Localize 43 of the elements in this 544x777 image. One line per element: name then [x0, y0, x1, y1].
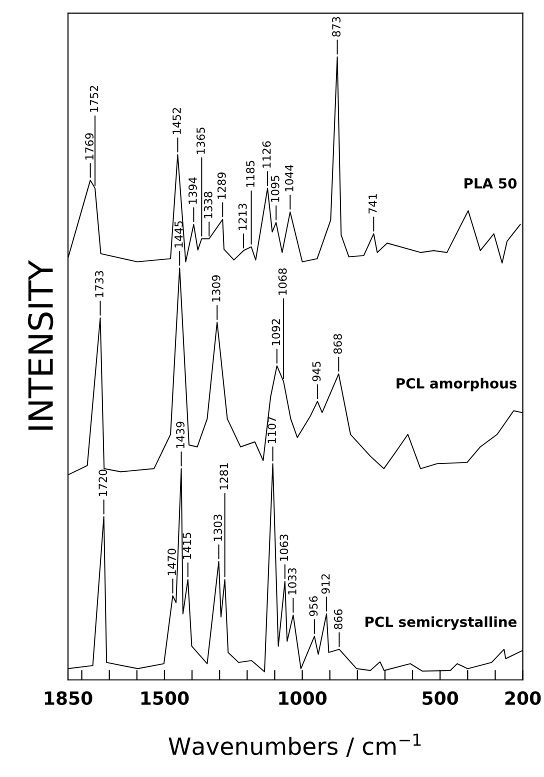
annotation: 1439	[176, 422, 185, 448]
annotation: 1033	[288, 568, 296, 594]
annotation: 1303	[214, 514, 222, 541]
x-tick-label: 1850	[44, 691, 92, 705]
annotation: 1044	[284, 164, 294, 192]
annotation: 1394	[188, 177, 197, 204]
annotation: 912	[321, 574, 330, 594]
annotation: 866	[334, 609, 342, 630]
annotation: 873	[332, 17, 341, 37]
series-label: PCL semicrystalline	[366, 616, 517, 630]
x-tick-label: 1000	[279, 691, 327, 705]
series-label: PCL amorphous	[396, 378, 517, 392]
annotation: 1063	[280, 534, 288, 561]
annotation: 1733	[95, 271, 104, 298]
annotation: 1720	[98, 470, 108, 496]
series-label: PLA 50	[464, 178, 517, 189]
annotation: 1752	[90, 86, 98, 112]
annotation: 1415	[182, 532, 192, 559]
x-tick-label: 1500	[141, 691, 189, 705]
annotation: 1281	[220, 463, 228, 490]
x-tick-label: 500	[422, 691, 458, 705]
annotation: 868	[333, 334, 342, 354]
annotation: 1107	[268, 416, 276, 444]
annotation: 741	[368, 194, 377, 214]
annotation: 1092	[272, 319, 280, 346]
annotation: 1338	[204, 192, 212, 218]
x-axis-title: Wavenumbers / cm$^{−1}$	[168, 734, 421, 757]
annotation: 1126	[262, 141, 271, 168]
annotation: 1095	[270, 176, 280, 202]
annotation: 1068	[278, 268, 287, 295]
annotation: 1289	[217, 172, 226, 199]
annotation: 1309	[212, 275, 220, 302]
annotation: 956	[309, 596, 318, 616]
annotation: 1213	[238, 204, 247, 230]
y-axis-title: INTENSITY	[28, 260, 54, 430]
annotation: 1769	[85, 133, 94, 160]
annotation: 1445	[174, 221, 183, 248]
annotation: 1452	[172, 108, 181, 134]
annotation: 945	[312, 362, 321, 382]
annotation: 1185	[246, 160, 255, 187]
x-tick-label: 200	[505, 691, 541, 705]
annotation: 1365	[196, 128, 205, 154]
annotation: 1470	[168, 548, 176, 576]
